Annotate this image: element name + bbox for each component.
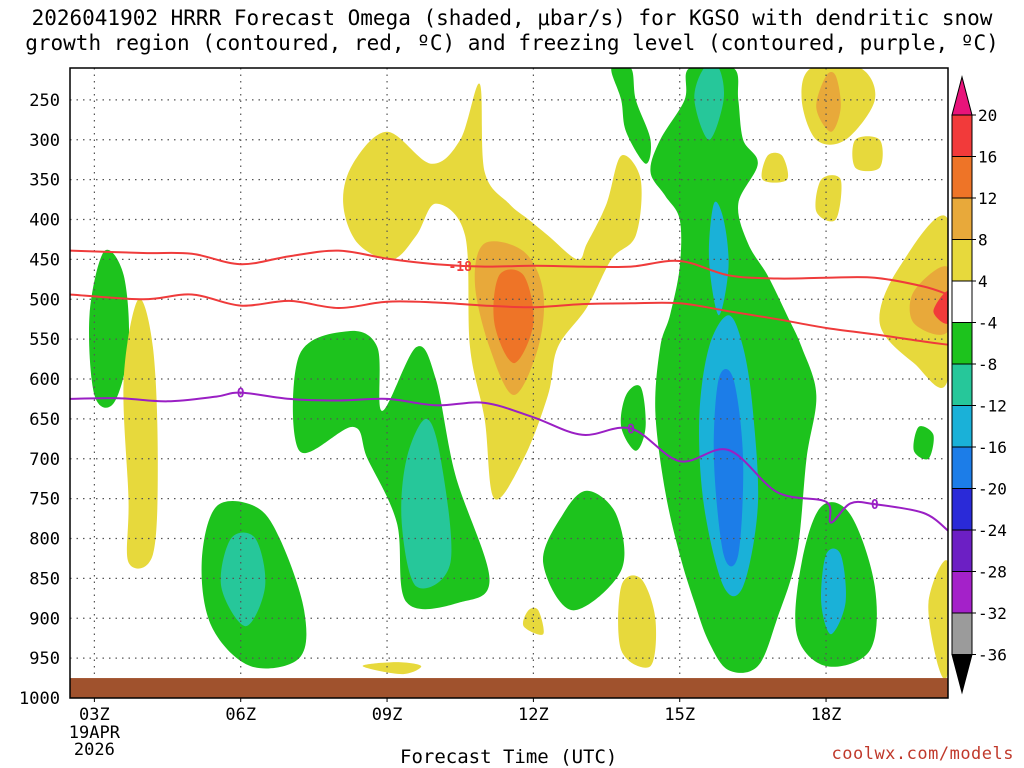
omega-region-sink-yellow-04z xyxy=(123,298,158,569)
chart-title-line-1: 2026041902 HRRR Forecast Omega (shaded, … xyxy=(31,6,993,30)
y-tick-label-1000: 1000 xyxy=(19,689,60,709)
colorbar-label-4: 4 xyxy=(978,272,988,291)
omega-region-uplift-teal-core xyxy=(694,68,724,140)
freezing-level-contour xyxy=(70,391,948,532)
colorbar-band--28-to--32 xyxy=(951,571,973,614)
y-tick-label-650: 650 xyxy=(29,410,60,430)
omega-region-sink-yellow-bottomright xyxy=(928,560,948,680)
omega-region-sink-orange-18z-top xyxy=(816,72,841,132)
chart-title: 2026041902 HRRR Forecast Omega (shaded, … xyxy=(0,6,1024,56)
omega-region-uplift-green-topleft-b xyxy=(611,68,651,164)
colorbar-band--4-to--8 xyxy=(951,322,973,365)
y-tick-label-300: 300 xyxy=(29,131,60,151)
y-tick-label-550: 550 xyxy=(29,330,60,350)
plot-frame xyxy=(69,67,949,699)
colorbar-band--32-to--36 xyxy=(951,612,973,655)
y-tick-label-750: 750 xyxy=(29,490,60,510)
colorbar-band--16-to--20 xyxy=(951,446,973,489)
omega-region-sink-yellow-14z xyxy=(618,575,657,668)
colorbar-bottom-arrow xyxy=(951,654,973,695)
y-tick-label-850: 850 xyxy=(29,569,60,589)
x-tick-label-06Z: 06Z xyxy=(225,705,256,725)
colorbar-top-arrow xyxy=(951,75,973,116)
credit-link[interactable]: coolwx.com/models xyxy=(831,744,1014,764)
omega-region-uplift-18z-core xyxy=(821,548,847,635)
dgz-lower-contour xyxy=(70,293,948,346)
colorbar-label-16: 16 xyxy=(978,148,997,167)
colorbar-band-16-to-12 xyxy=(951,156,973,199)
chart-title-line-2: growth region (contoured, red, ºC) and f… xyxy=(25,31,999,55)
y-tick-label-400: 400 xyxy=(29,211,60,231)
omega-region-uplift-teal-mid xyxy=(708,201,729,316)
colorbar-label-8: 8 xyxy=(978,231,988,250)
omega-region-sink-yellow-16z-small xyxy=(761,152,789,183)
colorbar-band-20-to-16 xyxy=(951,114,973,157)
omega-region-sink-orange-inner xyxy=(493,269,534,364)
axes: 250 300 350 400 450 500 550 600 650 700 750 800 850 9… xyxy=(19,91,841,760)
colorbar-label--4: -4 xyxy=(978,314,997,333)
y-tick-label-900: 900 xyxy=(29,609,60,629)
omega-region-sink-red-right xyxy=(933,291,948,324)
x-axis-label: Forecast Time (UTC) xyxy=(400,746,618,768)
x-date-label-1: 2026 xyxy=(74,740,115,760)
freezing-label-19z: 0 xyxy=(871,498,879,513)
dgz-upper-contour xyxy=(70,249,948,296)
colorbar: 20 16 12 8 4 -4 -8 -12 -16 -20 -24 -28 -32 -36 xyxy=(951,75,1007,695)
colorbar-band--20-to--24 xyxy=(951,488,973,531)
colorbar-band-4-to--4 xyxy=(951,280,973,323)
x-tick-label-03Z: 03Z xyxy=(79,705,110,725)
omega-region-sink-yellow-10z xyxy=(362,662,422,675)
x-tick-label-12Z: 12Z xyxy=(518,705,549,725)
colorbar-label--20: -20 xyxy=(978,480,1007,499)
colorbar-band-12-to-8 xyxy=(951,197,973,240)
colorbar-label--16: -16 xyxy=(978,438,1007,457)
omega-region-uplift-14z-small xyxy=(620,385,646,451)
omega-region-uplift-09z-lower xyxy=(292,330,490,610)
colorbar-label--36: -36 xyxy=(978,646,1007,665)
y-tick-label-700: 700 xyxy=(29,450,60,470)
y-tick-label-450: 450 xyxy=(29,250,60,270)
y-tick-label-600: 600 xyxy=(29,370,60,390)
y-tick-label-350: 350 xyxy=(29,171,60,191)
colorbar-band--24-to--28 xyxy=(951,529,973,572)
x-tick-label-18Z: 18Z xyxy=(811,705,842,725)
y-tick-label-950: 950 xyxy=(29,649,60,669)
colorbar-label-12: 12 xyxy=(978,189,997,208)
colorbar-label--32: -32 xyxy=(978,604,1007,623)
surface-ground xyxy=(70,678,948,698)
freezing-label-06z: 0 xyxy=(237,387,245,402)
colorbar-band--12-to--16 xyxy=(951,405,973,448)
dgz-label: -18 xyxy=(448,260,472,275)
freezing-label-14z: 0 xyxy=(627,422,635,437)
omega-region-uplift-right-edge xyxy=(913,426,934,460)
x-tick-label-15Z: 15Z xyxy=(664,705,695,725)
y-tick-label-500: 500 xyxy=(29,290,60,310)
y-tick-label-250: 250 xyxy=(29,91,60,111)
colorbar-band--8-to--12 xyxy=(951,363,973,406)
omega-region-sink-yellow-18z-mid xyxy=(815,175,842,222)
y-tick-label-800: 800 xyxy=(29,530,60,550)
omega-region-uplift-left-strip xyxy=(88,249,130,408)
colorbar-label--24: -24 xyxy=(978,521,1007,540)
surface-ground-bar xyxy=(70,678,948,698)
omega-region-uplift-13z xyxy=(542,490,625,611)
x-tick-label-09Z: 09Z xyxy=(372,705,403,725)
omega-region-uplift-09z-core xyxy=(401,418,452,589)
colorbar-label-20: 20 xyxy=(978,106,997,125)
colorbar-label--12: -12 xyxy=(978,397,1007,416)
colorbar-label--28: -28 xyxy=(978,563,1007,582)
omega-region-uplift-06z-core xyxy=(220,532,266,627)
x-date-label-0: 19APR xyxy=(69,723,121,743)
omega-region-sink-yellow-19z-small xyxy=(852,136,883,172)
omega-shading xyxy=(88,68,948,680)
colorbar-label--8: -8 xyxy=(978,355,997,374)
contour-lines: -18 0 0 0 xyxy=(70,249,948,532)
colorbar-band-8-to-4 xyxy=(951,239,973,282)
gridlines xyxy=(70,68,948,698)
